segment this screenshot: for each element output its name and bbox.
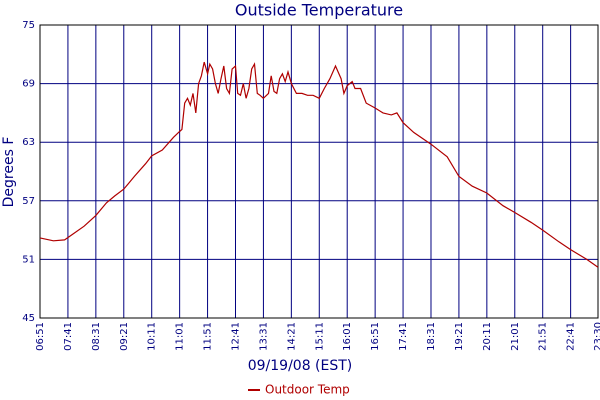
x-tick-label: 20:11 <box>482 322 493 351</box>
y-tick-label: 75 <box>22 20 35 31</box>
x-tick-label: 19:21 <box>454 322 465 351</box>
chart-title: Outside Temperature <box>235 1 403 20</box>
x-tick-label: 08:31 <box>91 322 102 351</box>
y-tick-label: 63 <box>22 137 35 148</box>
x-tick-label: 22:41 <box>566 322 577 351</box>
x-tick-label: 16:51 <box>370 322 381 351</box>
x-tick-label: 07:41 <box>63 322 74 351</box>
y-axis-label: Degrees F <box>1 137 17 208</box>
x-tick-label: 11:01 <box>175 322 186 351</box>
y-tick-label: 51 <box>22 254 35 265</box>
x-tick-label: 10:11 <box>147 322 158 351</box>
x-tick-label: 15:11 <box>314 322 325 351</box>
x-tick-label: 13:31 <box>258 322 269 351</box>
x-tick-label: 17:41 <box>398 322 409 351</box>
plot-border <box>39 24 599 319</box>
x-tick-label: 21:01 <box>510 322 521 351</box>
x-tick-label: 06:51 <box>35 322 46 351</box>
x-tick-label: 23:30 <box>593 322 600 351</box>
x-tick-label: 12:41 <box>230 322 241 351</box>
y-tick-label: 69 <box>22 79 35 90</box>
x-axis-label: 09/19/08 (EST) <box>248 358 353 374</box>
legend-label: Outdoor Temp <box>265 383 350 397</box>
x-tick-label: 16:01 <box>342 322 353 351</box>
y-tick-label: 45 <box>22 313 35 324</box>
x-tick-label: 09:21 <box>119 322 130 351</box>
x-tick-label: 18:31 <box>426 322 437 351</box>
x-tick-label: 11:51 <box>203 322 214 351</box>
x-tick-label: 21:51 <box>538 322 549 351</box>
data-line <box>39 61 599 268</box>
y-tick-label: 57 <box>22 196 35 207</box>
x-tick-label: 14:21 <box>286 322 297 351</box>
